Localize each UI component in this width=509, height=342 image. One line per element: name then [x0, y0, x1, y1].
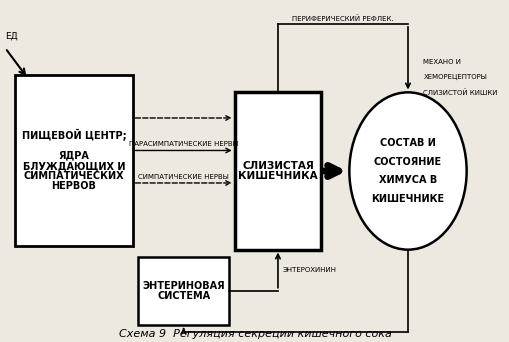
- Text: ПАРАСИМПАТИЧЕСКИЕ НЕРВЫ: ПАРАСИМПАТИЧЕСКИЕ НЕРВЫ: [128, 141, 238, 147]
- Bar: [15, 75, 132, 246]
- Text: Схема 9  Регуляция секреции кишечного сока: Схема 9 Регуляция секреции кишечного сок…: [118, 329, 391, 339]
- Text: КИШЕЧНИКА: КИШЕЧНИКА: [238, 171, 317, 181]
- Text: СЛИЗИСТОЙ КИШКИ: СЛИЗИСТОЙ КИШКИ: [422, 89, 497, 96]
- Text: МЕХАНО И: МЕХАНО И: [422, 58, 461, 65]
- Text: ЭНТЕРИНОВАЯ: ЭНТЕРИНОВАЯ: [142, 280, 224, 291]
- Text: КИШЕЧНИКЕ: КИШЕЧНИКЕ: [371, 194, 444, 204]
- Text: ЯДРА: ЯДРА: [59, 150, 89, 161]
- Text: ХИМУСА В: ХИМУСА В: [378, 175, 436, 185]
- Text: БЛУЖДАЮЩИХ И: БЛУЖДАЮЩИХ И: [23, 161, 125, 171]
- Text: СОСТОЯНИЕ: СОСТОЯНИЕ: [373, 157, 441, 167]
- Text: СОСТАВ И: СОСТАВ И: [379, 138, 435, 148]
- Text: ПИЩЕВОЙ ЦЕНТР;: ПИЩЕВОЙ ЦЕНТР;: [21, 129, 126, 141]
- Text: НЕРВОВ: НЕРВОВ: [51, 181, 96, 192]
- Text: ЭНТЕРОХИНИН: ЭНТЕРОХИНИН: [282, 267, 336, 273]
- Text: ЕД: ЕД: [5, 32, 18, 41]
- Text: СИМПАТИЧЕСКИЕ НЕРВЫ: СИМПАТИЧЕСКИЕ НЕРВЫ: [138, 173, 229, 180]
- Text: СЛИЗИСТАЯ: СЛИЗИСТАЯ: [242, 161, 313, 171]
- Text: СИСТЕМА: СИСТЕМА: [157, 291, 210, 301]
- Text: ПЕРИФЕРИЧЕСКИЙ РЕФЛЕК.: ПЕРИФЕРИЧЕСКИЙ РЕФЛЕК.: [292, 15, 393, 22]
- Bar: [137, 256, 229, 325]
- Text: СИМПАТИЧЕСКИХ: СИМПАТИЧЕСКИХ: [23, 171, 124, 181]
- Bar: [234, 92, 321, 250]
- Text: ХЕМОРЕЦЕПТОРЫ: ХЕМОРЕЦЕПТОРЫ: [422, 74, 486, 80]
- Ellipse shape: [349, 92, 466, 250]
